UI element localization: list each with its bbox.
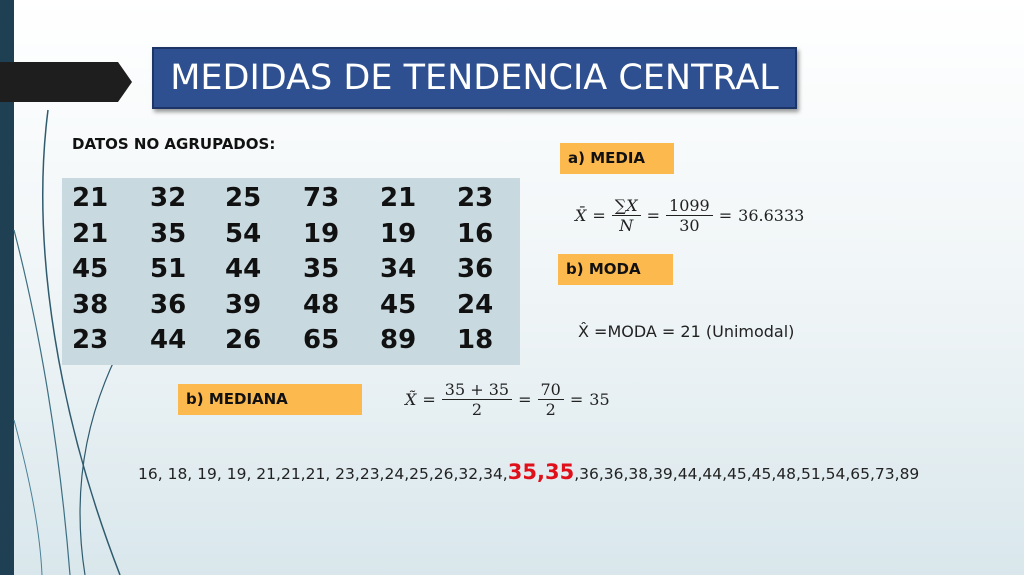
table-cell: 21	[72, 218, 109, 249]
numerator: 1099	[666, 196, 713, 216]
result: 35	[589, 390, 610, 409]
denominator: 30	[679, 216, 700, 235]
symbol: X̄	[575, 206, 587, 225]
table-cell: 35	[150, 218, 187, 249]
table-cell: 24	[457, 289, 494, 320]
moda-formula: X̂ =MODA = 21 (Unimodal)	[578, 322, 795, 341]
equals: =	[646, 206, 661, 225]
equals: =	[718, 206, 733, 225]
numerator: 35 + 35	[441, 380, 513, 400]
sorted-after: ,36,36,38,39,44,44,45,45,48,51,54,65,73,…	[574, 465, 920, 483]
median-values: 35,35	[507, 460, 575, 484]
table-cell: 54	[225, 218, 262, 249]
data-table: 21 32 25 73 21 23 21 35 54 19 19 16 45 51 44 35 34 36 38 36…	[62, 178, 520, 365]
denominator: 2	[471, 400, 483, 419]
table-cell: 19	[380, 218, 417, 249]
table-cell: 51	[150, 254, 187, 284]
table-cell: 32	[150, 183, 187, 213]
fraction: ∑X N	[611, 196, 641, 235]
equals: =	[422, 390, 436, 409]
table-cell: 65	[303, 325, 340, 355]
table-cell: 73	[303, 183, 340, 213]
left-stripe	[0, 0, 14, 575]
table-cell: 19	[303, 218, 340, 249]
table-cell: 36	[457, 254, 494, 284]
curve	[13, 229, 71, 575]
table-cell: 48	[303, 289, 340, 320]
table-cell: 21	[380, 183, 417, 213]
table-cell: 39	[225, 289, 262, 320]
media-label: a) MEDIA	[560, 143, 674, 174]
symbol: X̃	[405, 390, 417, 409]
table-cell: 25	[225, 183, 262, 213]
table-cell: 23	[457, 183, 494, 213]
data-heading: DATOS NO AGRUPADOS:	[72, 135, 276, 153]
table-cell: 18	[457, 325, 494, 355]
fraction: 35 + 35 2	[441, 380, 513, 419]
curve	[79, 329, 131, 575]
media-formula: X̄ = ∑X N = 1099 30 = 36.6333	[575, 196, 804, 235]
mediana-label: b) MEDIANA	[178, 384, 362, 415]
numerator: 70	[537, 380, 564, 400]
table-cell: 44	[150, 325, 187, 355]
curve	[13, 419, 43, 575]
arrow-tab	[0, 62, 132, 102]
table-cell: 44	[225, 254, 262, 284]
numerator: ∑X	[611, 196, 641, 216]
result: 36.6333	[738, 206, 805, 225]
moda-label: b) MODA	[558, 254, 673, 285]
table-cell: 89	[380, 325, 417, 355]
table-cell: 23	[72, 325, 109, 355]
fraction: 70 2	[537, 380, 564, 419]
table-cell: 35	[303, 254, 340, 284]
sorted-data: 16, 18, 19, 19, 21,21,21, 23,23,24,25,26…	[138, 460, 919, 484]
title: MEDIDAS DE TENDENCIA CENTRAL	[152, 47, 797, 109]
table-cell: 45	[380, 289, 417, 320]
table-cell: 36	[150, 289, 187, 320]
table-cell: 26	[225, 325, 262, 355]
table-cell: 45	[72, 254, 109, 284]
mediana-formula: X̃ = 35 + 35 2 = 70 2 = 35	[405, 380, 610, 419]
table-cell: 21	[72, 183, 109, 213]
equals: =	[592, 206, 606, 225]
equals: =	[569, 390, 584, 409]
denominator: N	[619, 216, 634, 235]
fraction: 1099 30	[666, 196, 713, 235]
table-cell: 38	[72, 289, 109, 320]
denominator: 2	[545, 400, 556, 419]
equals: =	[518, 390, 532, 409]
curve	[42, 109, 121, 575]
table-cell: 34	[380, 254, 417, 284]
sorted-before: 16, 18, 19, 19, 21,21,21, 23,23,24,25,26…	[138, 465, 508, 483]
table-cell: 16	[457, 218, 494, 249]
